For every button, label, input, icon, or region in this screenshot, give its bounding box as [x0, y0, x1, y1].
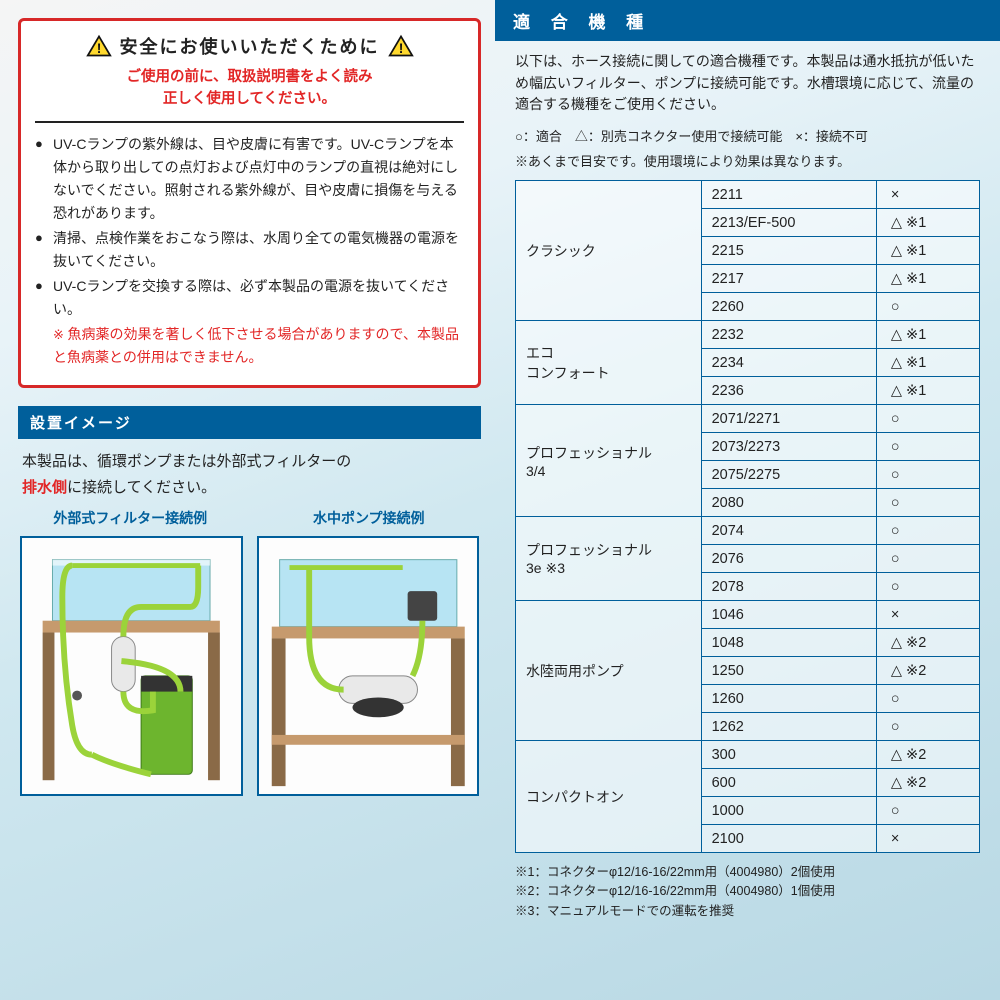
diagram-submersible-pump: [257, 536, 480, 796]
symbol-cell: ○: [876, 713, 979, 741]
symbol-cell: △ ※1: [876, 265, 979, 293]
install-header: 設置イメージ: [18, 406, 481, 439]
model-cell: 2215: [701, 237, 876, 265]
model-cell: 2236: [701, 377, 876, 405]
symbol-cell: △ ※1: [876, 209, 979, 237]
symbol-cell: △ ※2: [876, 629, 979, 657]
compat-table: クラシック2211×2213/EF-500△ ※12215△ ※12217△ ※…: [515, 180, 980, 853]
install-text: 本製品は、循環ポンプまたは外部式フィルターの 排水側に接続してください。: [18, 449, 481, 508]
model-cell: 1260: [701, 685, 876, 713]
safety-red-warning: 魚病薬の効果を著しく低下させる場合がありますので、本製品と魚病薬との併用はできま…: [35, 323, 464, 369]
symbol-cell: ○: [876, 517, 979, 545]
compat-footnotes: ※1：コネクターφ12/16-16/22mm用（4004980）2個使用 ※2：…: [495, 853, 1000, 921]
compat-intro: 以下は、ホース接続に関しての適合機種です。本製品は通水抵抗が低いため幅広いフィル…: [495, 51, 1000, 122]
safety-bullet: UV-Cランプを交換する際は、必ず本製品の電源を抜いてください。: [35, 275, 464, 321]
model-cell: 2080: [701, 489, 876, 517]
safety-subtitle: ご使用の前に、取扱説明書をよく読み 正しく使用してください。: [35, 67, 464, 123]
model-cell: 2078: [701, 573, 876, 601]
table-row: 水陸両用ポンプ1046×: [516, 601, 980, 629]
symbol-cell: △ ※2: [876, 741, 979, 769]
safety-bullet: UV-Cランプの紫外線は、目や皮膚に有害です。UV-Cランプを本体から取り出して…: [35, 133, 464, 225]
safety-bullet-list: UV-Cランプの紫外線は、目や皮膚に有害です。UV-Cランプを本体から取り出して…: [35, 133, 464, 370]
svg-text:!: !: [398, 40, 403, 56]
table-row: エココンフォート2232△ ※1: [516, 321, 980, 349]
model-cell: 2213/EF-500: [701, 209, 876, 237]
install-text-red: 排水側: [22, 479, 67, 496]
safety-sub-line1: ご使用の前に、取扱説明書をよく読み: [126, 69, 372, 85]
category-cell: エココンフォート: [516, 321, 702, 405]
install-text-pre: 本製品は、循環ポンプまたは外部式フィルターの: [22, 453, 351, 470]
symbol-cell: ×: [876, 825, 979, 853]
safety-title: 安全にお使いいただくために: [120, 33, 380, 59]
table-row: コンパクトオン300△ ※2: [516, 741, 980, 769]
table-row: プロフェッショナル3/42071/2271○: [516, 405, 980, 433]
model-cell: 2076: [701, 545, 876, 573]
symbol-cell: ○: [876, 489, 979, 517]
table-row: クラシック2211×: [516, 181, 980, 209]
model-cell: 1000: [701, 797, 876, 825]
symbol-cell: △ ※2: [876, 769, 979, 797]
symbol-cell: ×: [876, 181, 979, 209]
symbol-cell: ○: [876, 293, 979, 321]
model-cell: 2211: [701, 181, 876, 209]
model-cell: 2217: [701, 265, 876, 293]
symbol-cell: ×: [876, 601, 979, 629]
compat-legend-note: ※あくまで目安です。使用環境により効果は異なります。: [495, 149, 1000, 180]
model-cell: 2075/2275: [701, 461, 876, 489]
category-cell: プロフェッショナル3/4: [516, 405, 702, 517]
safety-title-row: ! 安全にお使いいただくために !: [35, 33, 464, 59]
install-text-post: に接続してください。: [67, 479, 216, 496]
safety-bullet: 清掃、点検作業をおこなう際は、水周り全ての電気機器の電源を抜いてください。: [35, 227, 464, 273]
svg-text:!: !: [96, 40, 101, 56]
category-cell: プロフェッショナル3e ※3: [516, 517, 702, 601]
compat-legend: ○：適合 △：別売コネクター使用で接続可能 ×：接続不可: [495, 122, 1000, 149]
symbol-cell: △ ※1: [876, 377, 979, 405]
symbol-cell: △ ※1: [876, 349, 979, 377]
model-cell: 2260: [701, 293, 876, 321]
model-cell: 2232: [701, 321, 876, 349]
footnote: ※2：コネクターφ12/16-16/22mm用（4004980）1個使用: [515, 882, 980, 901]
safety-sub-line2: 正しく使用してください。: [163, 91, 336, 107]
model-cell: 1048: [701, 629, 876, 657]
footnote: ※3：マニュアルモードでの運転を推奨: [515, 902, 980, 921]
install-section: 設置イメージ 本製品は、循環ポンプまたは外部式フィルターの 排水側に接続してくだ…: [18, 406, 481, 800]
symbol-cell: ○: [876, 545, 979, 573]
model-cell: 2234: [701, 349, 876, 377]
symbol-cell: ○: [876, 433, 979, 461]
model-cell: 1250: [701, 657, 876, 685]
diagram-external-filter: [20, 536, 243, 796]
footnote: ※1：コネクターφ12/16-16/22mm用（4004980）2個使用: [515, 863, 980, 882]
symbol-cell: ○: [876, 461, 979, 489]
model-cell: 2100: [701, 825, 876, 853]
diagram-label-left: 外部式フィルター接続例: [18, 508, 243, 528]
symbol-cell: ○: [876, 685, 979, 713]
model-cell: 600: [701, 769, 876, 797]
category-cell: クラシック: [516, 181, 702, 321]
safety-box: ! 安全にお使いいただくために ! ご使用の前に、取扱説明書をよく読み 正しく使…: [18, 18, 481, 388]
table-row: プロフェッショナル3e ※32074○: [516, 517, 980, 545]
compat-header: 適 合 機 種: [495, 0, 1000, 41]
symbol-cell: ○: [876, 573, 979, 601]
model-cell: 2071/2271: [701, 405, 876, 433]
category-cell: 水陸両用ポンプ: [516, 601, 702, 741]
model-cell: 300: [701, 741, 876, 769]
warning-icon: !: [388, 34, 414, 58]
model-cell: 2074: [701, 517, 876, 545]
symbol-cell: △ ※1: [876, 321, 979, 349]
diagram-label-right: 水中ポンプ接続例: [257, 508, 482, 528]
warning-icon: !: [86, 34, 112, 58]
model-cell: 1262: [701, 713, 876, 741]
symbol-cell: ○: [876, 797, 979, 825]
diagram-row: [18, 532, 481, 800]
symbol-cell: ○: [876, 405, 979, 433]
category-cell: コンパクトオン: [516, 741, 702, 853]
model-cell: 1046: [701, 601, 876, 629]
model-cell: 2073/2273: [701, 433, 876, 461]
symbol-cell: △ ※1: [876, 237, 979, 265]
symbol-cell: △ ※2: [876, 657, 979, 685]
